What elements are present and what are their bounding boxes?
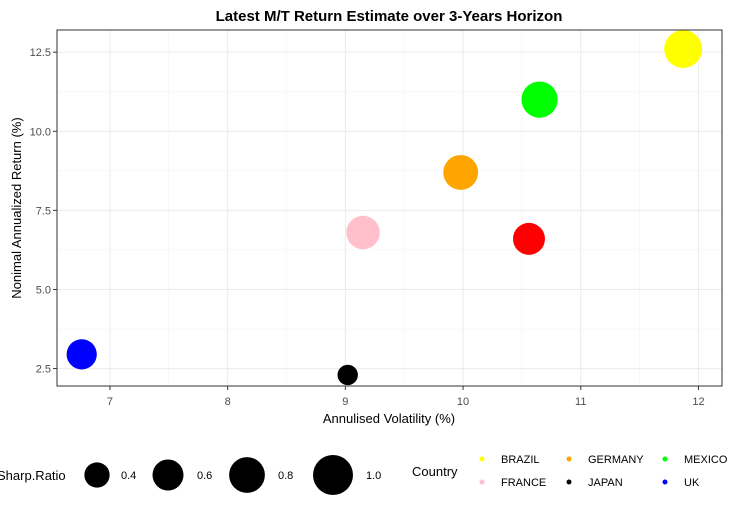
x-tick-label: 9 bbox=[342, 396, 348, 408]
color-legend-label: BRAZIL bbox=[501, 454, 540, 466]
y-tick-label: 7.5 bbox=[36, 205, 51, 217]
size-legend: Sharp.Ratio 0.4 0.6 0.8 1.0 bbox=[0, 455, 381, 495]
color-legend-label: UK bbox=[684, 477, 700, 489]
y-tick-label: 2.5 bbox=[36, 364, 51, 376]
plot-border bbox=[56, 29, 723, 387]
chart-title: Latest M/T Return Estimate over 3-Years … bbox=[216, 8, 563, 25]
color-legend-label: JAPAN bbox=[588, 477, 623, 489]
x-axis-title: Annulised Volatility (%) bbox=[323, 411, 455, 426]
color-legend-key bbox=[566, 456, 572, 462]
color-legend-title: Country bbox=[412, 464, 458, 479]
color-legend: Country BRAZIL GERMANY MEXICO FRANCE JAPAN UK bbox=[412, 454, 728, 489]
size-legend-key bbox=[84, 462, 110, 488]
y-tick-label: 12.5 bbox=[30, 47, 51, 59]
y-axis-title: Nonimal Annualized Return (%) bbox=[9, 117, 24, 298]
size-legend-title: Sharp.Ratio bbox=[0, 468, 66, 483]
data-point bbox=[346, 215, 380, 250]
size-legend-label: 1.0 bbox=[366, 470, 381, 482]
y-tick-label: 10.0 bbox=[30, 126, 51, 138]
color-legend-key bbox=[479, 456, 485, 462]
y-axis: 2.5 5.0 7.5 10.0 12.5 bbox=[30, 47, 57, 376]
data-point bbox=[66, 339, 97, 370]
data-point bbox=[521, 81, 558, 118]
plot-panel bbox=[57, 30, 722, 386]
grid-layer bbox=[57, 30, 722, 386]
size-legend-label: 0.8 bbox=[278, 470, 293, 482]
x-tick-label: 11 bbox=[575, 396, 586, 408]
color-legend-key bbox=[662, 479, 668, 485]
x-axis: 7 8 9 10 11 12 bbox=[107, 386, 705, 408]
size-legend-key bbox=[152, 459, 184, 491]
points-layer bbox=[66, 30, 703, 386]
x-tick-label: 10 bbox=[457, 396, 469, 408]
size-legend-key bbox=[229, 457, 265, 493]
size-legend-label: 0.6 bbox=[197, 470, 212, 482]
x-tick-label: 7 bbox=[107, 396, 113, 408]
color-legend-key bbox=[566, 479, 572, 485]
size-legend-key bbox=[313, 455, 353, 495]
y-tick-label: 5.0 bbox=[36, 284, 51, 296]
data-point bbox=[512, 222, 545, 255]
color-legend-label: FRANCE bbox=[501, 477, 546, 489]
data-point bbox=[337, 364, 358, 386]
x-tick-label: 12 bbox=[692, 396, 704, 408]
data-point bbox=[443, 154, 479, 190]
color-legend-label: GERMANY bbox=[588, 454, 644, 466]
color-legend-label: MEXICO bbox=[684, 454, 728, 466]
color-legend-key bbox=[479, 479, 485, 485]
color-legend-key bbox=[662, 456, 668, 462]
data-point bbox=[664, 30, 703, 68]
size-legend-label: 0.4 bbox=[121, 470, 136, 482]
x-tick-label: 8 bbox=[225, 396, 231, 408]
